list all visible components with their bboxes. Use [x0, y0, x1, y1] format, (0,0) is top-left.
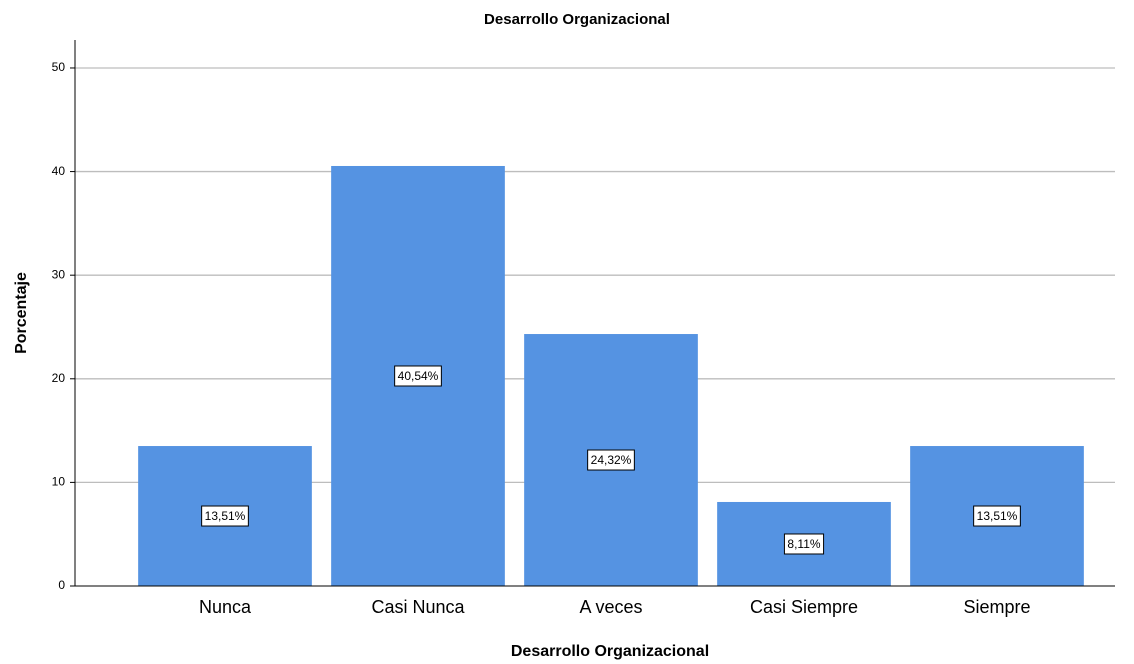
chart-title: Desarrollo Organizacional	[484, 11, 670, 28]
y-tick-label: 0	[58, 578, 65, 592]
x-tick-label: Casi Nunca	[371, 597, 465, 617]
value-label: 13,51%	[205, 509, 246, 523]
x-axis-label: Desarrollo Organizacional	[511, 643, 709, 660]
value-label: 24,32%	[591, 453, 632, 467]
x-tick-label: Siempre	[963, 597, 1030, 617]
y-axis-label: Porcentaje	[13, 272, 30, 354]
value-label-box	[201, 505, 249, 527]
value-label: 13,51%	[977, 509, 1018, 523]
y-tick-label: 50	[52, 60, 66, 74]
value-label-box	[973, 505, 1021, 527]
y-tick-label: 10	[52, 475, 66, 489]
x-tick-label: A veces	[579, 597, 642, 617]
y-tick-label: 40	[52, 164, 66, 178]
value-label: 8,11%	[787, 537, 820, 551]
value-label-box	[394, 365, 442, 387]
y-tick-label: 20	[52, 371, 66, 385]
x-tick-label: Nunca	[199, 597, 252, 617]
value-label-box	[587, 449, 635, 471]
y-tick-label: 30	[52, 267, 66, 281]
value-label: 40,54%	[398, 369, 439, 383]
x-tick-label: Casi Siempre	[750, 597, 858, 617]
value-label-box	[783, 533, 825, 555]
